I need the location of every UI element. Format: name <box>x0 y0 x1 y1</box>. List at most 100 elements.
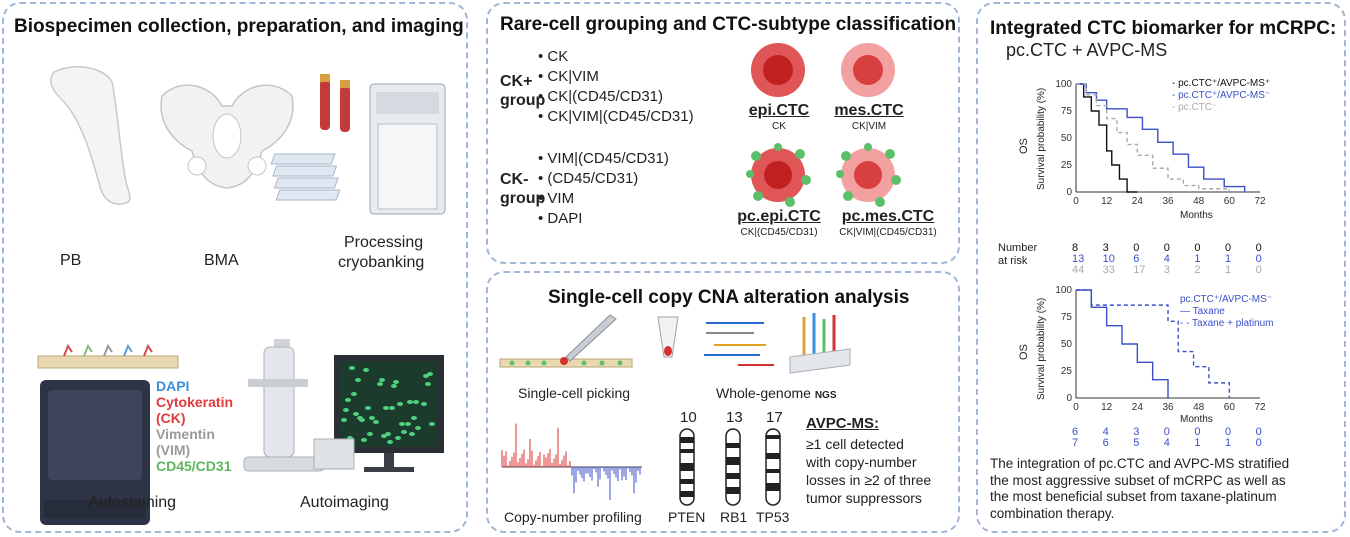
panel-subtitle: pc.CTC + AVPC-MS <box>1006 40 1168 60</box>
y-tick-label: 50 <box>1061 339 1073 350</box>
autostainer-illustration <box>37 343 179 525</box>
cryobanking-illustration <box>270 74 446 215</box>
x-tick-label: 72 <box>1254 196 1266 207</box>
legend-text: pc.CTC⁻ <box>1178 102 1218 113</box>
panel-cna-analysis: Single-cell copy CNA alteration analysis… <box>486 271 960 533</box>
cell-dot <box>357 416 363 420</box>
risk-cell: 1 <box>1225 437 1232 449</box>
ckpos-item-1: • CK|VIM <box>538 68 599 85</box>
y-tick-label: 50 <box>1061 133 1073 144</box>
legend-text: pc.CTC⁺/AVPC-MS⁺ <box>1178 78 1271 89</box>
ngs-text: NGS <box>814 390 837 401</box>
cell-dot <box>411 416 417 420</box>
ckpos-item-text: CK|VIM <box>547 68 599 85</box>
mes-ctc-cell-icon <box>841 43 895 97</box>
epi-ctc-name: epi.CTC <box>748 102 810 119</box>
cell-dot <box>355 378 361 382</box>
ckpos-item-text: CK|VIM|(CD45/CD31) <box>547 108 694 125</box>
risk-cell: 0 <box>1194 426 1201 438</box>
km-curve-pos-neg <box>1076 83 1246 192</box>
x-tick-label: 60 <box>1224 196 1236 207</box>
cell-dot <box>397 402 403 406</box>
single-cell-picking-illustration <box>499 314 633 368</box>
km1-risk-label: Number at risk <box>998 242 1037 268</box>
risk-cell: 4 <box>1163 437 1170 449</box>
stain-vim: (VIM) <box>156 442 191 458</box>
y-tick-label: 0 <box>1066 187 1072 198</box>
cell-dot <box>407 400 413 404</box>
conclusion-text: The integration of pc.CTC and AVPC-MS st… <box>990 456 1289 522</box>
conclusion-line: combination therapy. <box>990 505 1115 521</box>
km2-legend-0: — Taxane <box>1180 306 1225 317</box>
km1-legend-0: - pc.CTC⁺/AVPC-MS⁺ <box>1172 78 1271 89</box>
km-curve-pos-pos <box>1076 83 1138 193</box>
km-curve-taxane-platinum <box>1076 289 1231 398</box>
y-tick-label: 100 <box>1055 285 1072 296</box>
pc-epi-ctc-cell-icon <box>746 143 811 207</box>
ckneg-item-3: • DAPI <box>538 210 583 227</box>
chr17-num: 17 <box>766 409 783 426</box>
risk-cell: 3 <box>1102 242 1109 254</box>
chromosome-13-icon <box>725 428 741 506</box>
ckneg-item-2: • VIM <box>538 190 575 207</box>
risk-cell: 33 <box>1102 264 1115 276</box>
wgs-text: Whole-genome <box>716 385 811 401</box>
epi-ctc-cell-icon <box>751 43 805 97</box>
risk-cell: 0 <box>1255 242 1262 254</box>
risk-cell: 6 <box>1072 426 1079 438</box>
chromosome-10-icon <box>679 428 695 506</box>
ckneg-group-line1: CK- <box>500 171 529 188</box>
y-tick-label: 75 <box>1061 106 1073 117</box>
cell-dot <box>429 422 435 426</box>
risk-label-line: at risk <box>998 255 1028 267</box>
risk-cell: 1 <box>1194 253 1201 265</box>
epi-ctc-sub: CK <box>772 121 786 132</box>
risk-cell: 8 <box>1072 242 1079 254</box>
risk-label-line: Number <box>998 242 1038 254</box>
km1-os-label: OS <box>1018 138 1030 154</box>
cell-dot <box>393 380 399 384</box>
processing-label: Processing <box>344 234 424 251</box>
cell-dot <box>383 406 389 410</box>
cell-dot <box>341 418 347 422</box>
cell-dot <box>349 366 355 370</box>
cell-dot <box>367 432 373 436</box>
x-tick-label: 48 <box>1193 196 1205 207</box>
ckpos-item-0: • CK <box>538 48 569 65</box>
x-tick-label: 0 <box>1073 196 1079 207</box>
microscope-illustration <box>243 339 444 472</box>
ckpos-group-line2: group <box>500 92 546 109</box>
cell-dot <box>363 368 369 372</box>
risk-cell: 0 <box>1163 426 1170 438</box>
risk-cell: 0 <box>1255 264 1262 276</box>
risk-cell: 44 <box>1072 264 1085 276</box>
cell-dot <box>345 398 351 402</box>
km2-xlabel: Months <box>1180 414 1213 425</box>
km1-legend-2: - pc.CTC⁻ <box>1172 102 1218 113</box>
ckneg-item-0: • VIM|(CD45/CD31) <box>538 150 669 167</box>
pc-epi-ctc-name: pc.epi.CTC <box>737 208 821 225</box>
cell-dot <box>379 378 385 382</box>
risk-cell: 1 <box>1194 437 1201 449</box>
panel-biospecimen: Biospecimen collection, preparation, and… <box>2 2 468 533</box>
legend-text: Taxane + platinum <box>1192 318 1274 329</box>
km1-plot: 100 75 50 25 00 12 24 36 48 60 72 <box>1055 79 1266 207</box>
gene-pten: PTEN <box>668 509 706 525</box>
legend-text: pc.CTC⁺/AVPC-MS⁻ <box>1178 90 1271 101</box>
avpc-definition: ≥1 cell detected with copy-number losses… <box>806 435 931 507</box>
copy-number-profile-plot <box>501 423 642 500</box>
risk-cell: 0 <box>1255 437 1262 449</box>
y-tick-label: 100 <box>1055 79 1072 90</box>
legend-text: Taxane <box>1192 306 1225 317</box>
cell-dot <box>377 382 383 386</box>
panel-title: Integrated CTC biomarker for mCRPC: <box>990 18 1337 39</box>
x-tick-label: 36 <box>1162 402 1174 413</box>
gene-rb1: RB1 <box>720 509 748 525</box>
autostaining-label: Autostaining <box>88 494 177 511</box>
ckneg-group-line2: group <box>500 190 546 207</box>
cell-dot <box>369 416 375 420</box>
avpc-line: ≥1 cell detected <box>806 436 904 452</box>
chr13-num: 13 <box>726 409 743 426</box>
pc-mes-ctc-cell-icon <box>836 143 901 207</box>
cell-dot <box>391 384 397 388</box>
